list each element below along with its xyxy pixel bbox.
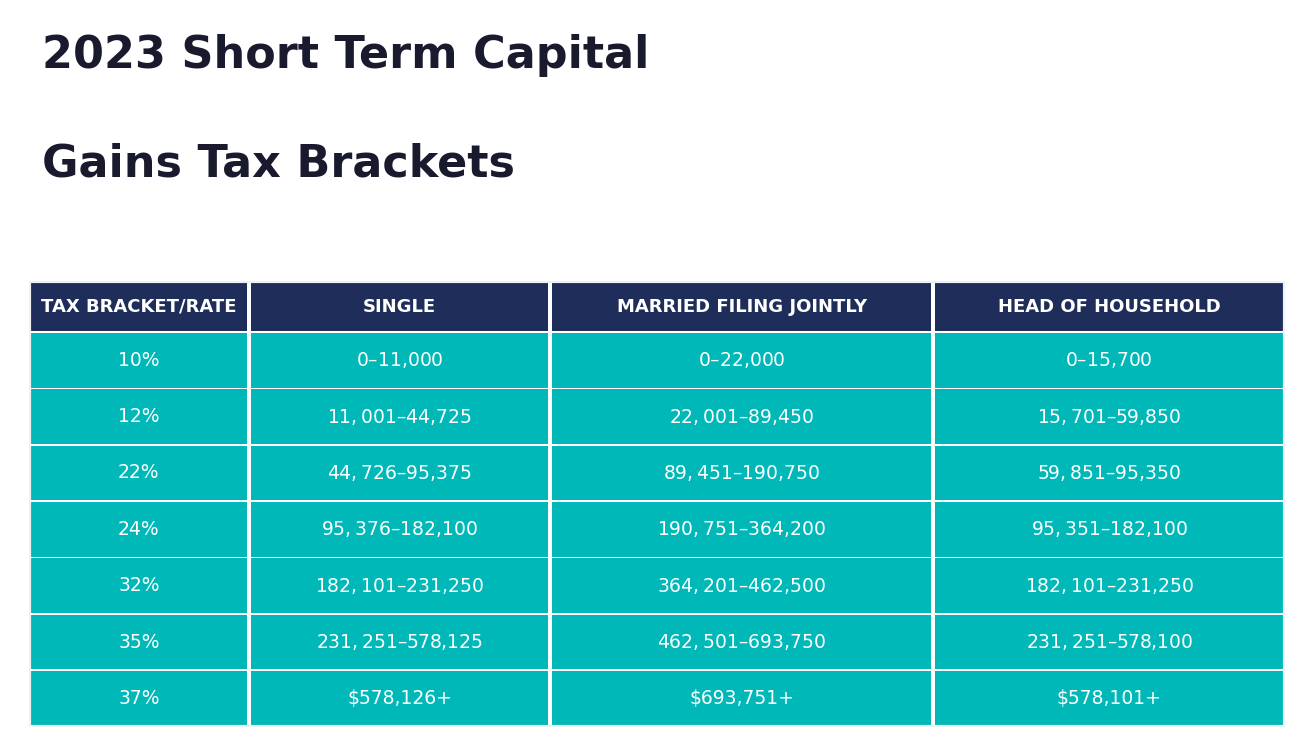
Text: $95,376 – $182,100: $95,376 – $182,100 (321, 519, 478, 539)
Text: 10%: 10% (118, 351, 159, 370)
Text: 24%: 24% (118, 520, 159, 539)
Text: $0 – $22,000: $0 – $22,000 (698, 351, 786, 370)
Text: $15,701 – $59,850: $15,701 – $59,850 (1037, 407, 1181, 427)
Bar (29, 331, 1285, 333)
Bar (551, 670, 933, 727)
Bar (29, 332, 248, 389)
Text: $462,501 – $693,750: $462,501 – $693,750 (657, 632, 827, 652)
Bar (29, 444, 1285, 446)
Bar (548, 281, 552, 727)
Text: $693,751+: $693,751+ (690, 689, 794, 708)
Bar (933, 389, 1285, 445)
Text: 22%: 22% (118, 464, 159, 482)
Bar (932, 281, 936, 727)
Text: $22,001 – $89,450: $22,001 – $89,450 (669, 407, 815, 427)
Bar (29, 670, 248, 727)
Bar (551, 332, 933, 389)
Text: Gains Tax Brackets: Gains Tax Brackets (42, 142, 515, 185)
Text: $190,751 – $364,200: $190,751 – $364,200 (657, 519, 827, 539)
Text: MARRIED FILING JOINTLY: MARRIED FILING JOINTLY (616, 297, 867, 315)
Text: $364,201 – $462,500: $364,201 – $462,500 (657, 576, 827, 595)
Bar (933, 614, 1285, 670)
Bar (933, 501, 1285, 557)
Bar (29, 557, 248, 614)
Bar (248, 614, 551, 670)
Text: 12%: 12% (118, 407, 159, 426)
Text: $578,101+: $578,101+ (1056, 689, 1162, 708)
Text: $0 – $15,700: $0 – $15,700 (1066, 351, 1154, 370)
Bar (29, 445, 248, 501)
Text: $182,101 – $231,250: $182,101 – $231,250 (1025, 576, 1193, 595)
Bar (551, 614, 933, 670)
Bar (29, 387, 1285, 389)
Text: $59,851 – $95,350: $59,851 – $95,350 (1037, 463, 1181, 483)
Text: $578,126+: $578,126+ (347, 689, 452, 708)
Bar (29, 389, 248, 445)
Bar (933, 281, 1285, 332)
Bar (551, 557, 933, 614)
Bar (248, 557, 551, 614)
Bar (29, 726, 1285, 727)
Bar (551, 445, 933, 501)
Bar (933, 445, 1285, 501)
Text: SINGLE: SINGLE (363, 297, 436, 315)
Bar (29, 501, 248, 557)
Bar (248, 501, 551, 557)
Bar (29, 557, 1285, 559)
Bar (248, 389, 551, 445)
Bar (933, 332, 1285, 389)
Bar (247, 281, 251, 727)
Text: $11,001 – $44,725: $11,001 – $44,725 (327, 407, 472, 427)
Text: 37%: 37% (118, 689, 159, 708)
Text: $0 – $11,000: $0 – $11,000 (356, 351, 443, 370)
Text: 32%: 32% (118, 576, 159, 595)
Bar (933, 670, 1285, 727)
Text: $182,101 – $231,250: $182,101 – $231,250 (315, 576, 484, 595)
Bar (29, 670, 1285, 671)
Bar (551, 501, 933, 557)
Bar (248, 670, 551, 727)
Text: $231,251 – $578,125: $231,251 – $578,125 (315, 632, 484, 652)
Bar (933, 557, 1285, 614)
Bar (248, 332, 551, 389)
Bar (248, 445, 551, 501)
Text: $95,351 – $182,100: $95,351 – $182,100 (1030, 519, 1188, 539)
Bar (551, 389, 933, 445)
Text: TAX BRACKET/RATE: TAX BRACKET/RATE (41, 297, 237, 315)
Bar (29, 500, 1285, 502)
Bar (248, 281, 551, 332)
Text: $231,251 – $578,100: $231,251 – $578,100 (1025, 632, 1193, 652)
Bar (551, 281, 933, 332)
Text: 35%: 35% (118, 632, 159, 652)
Bar (29, 614, 248, 670)
Text: HEAD OF HOUSEHOLD: HEAD OF HOUSEHOLD (997, 297, 1221, 315)
Text: $44,726 – $95,375: $44,726 – $95,375 (327, 463, 472, 483)
Bar (29, 613, 1285, 615)
Text: $89,451 – $190,750: $89,451 – $190,750 (664, 463, 820, 483)
Bar (29, 281, 248, 332)
Text: 2023 Short Term Capital: 2023 Short Term Capital (42, 34, 649, 76)
